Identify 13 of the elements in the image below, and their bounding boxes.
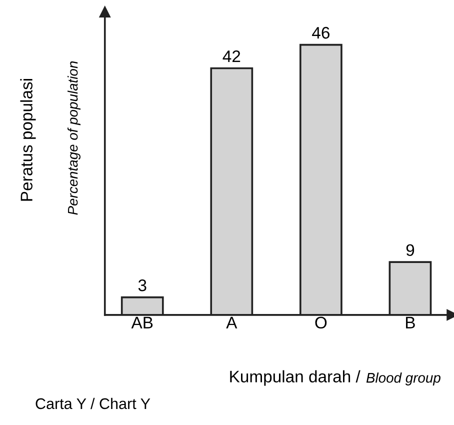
text: Peratus populasi (20, 79, 36, 201)
text: Percentage of population (68, 61, 80, 215)
data-label: 42 (222, 50, 240, 62)
x-tick-label: AB (131, 316, 153, 328)
data-label: 9 (406, 244, 414, 256)
x-tick-label: O (315, 316, 327, 329)
x-tick-label: B (406, 316, 415, 328)
text: Kumpulan darah / (230, 370, 360, 386)
data-label: 46 (312, 26, 330, 39)
data-label: 3 (138, 279, 146, 292)
text: Blood group (366, 372, 440, 386)
text: Carta Y / Chart Y (36, 398, 150, 410)
x-tick-label: A (226, 316, 238, 328)
